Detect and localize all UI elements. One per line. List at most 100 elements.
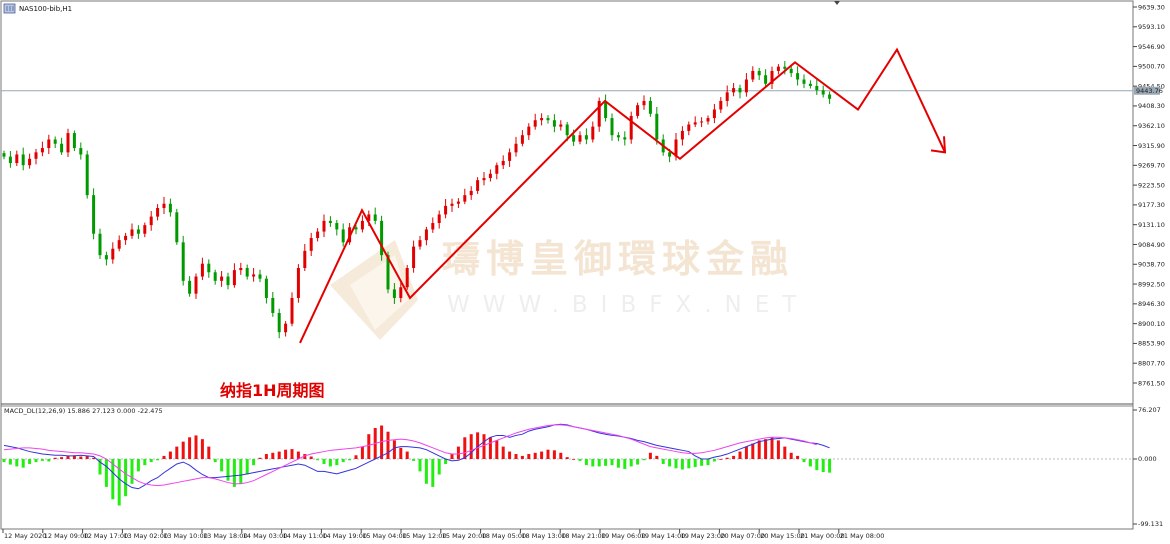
macd-bar (783, 446, 787, 459)
macd-bar (757, 440, 761, 459)
time-axis-label: 18 May 05:00 (482, 532, 527, 540)
bull-candle (751, 70, 755, 80)
price-axis-tick: 9639.30 (1138, 3, 1165, 11)
macd-bar (405, 451, 409, 459)
bull-candle (700, 121, 704, 123)
macd-bar (565, 457, 569, 459)
macd-bar (117, 459, 121, 506)
macd-histogram (2, 425, 832, 506)
macd-bar (450, 454, 454, 459)
macd-bar (642, 459, 646, 461)
macd-bar (136, 459, 140, 472)
macd-bar (252, 459, 256, 466)
bull-candle (456, 201, 460, 204)
macd-bar (668, 459, 672, 467)
window-menu-icon[interactable] (3, 3, 16, 14)
price-axis-tick: 9500.70 (1138, 63, 1165, 71)
macd-bar (546, 449, 550, 459)
macd-bar (392, 440, 396, 459)
macd-bar (636, 459, 640, 465)
time-axis-label: 14 May 11:00 (283, 532, 328, 540)
bull-candle (149, 216, 153, 226)
macd-bar (431, 459, 435, 487)
macd-bar (85, 455, 89, 459)
macd-bar (92, 457, 96, 459)
bull-candle (591, 126, 595, 140)
macd-bar (15, 459, 19, 467)
bull-candle (533, 120, 537, 127)
time-axis-label: 19 May 14:00 (641, 532, 686, 540)
macd-bar (181, 441, 185, 459)
bear-candle (815, 85, 819, 91)
price-axis: 9639.30 9593.10 9546.90 9500.70 9454.50 9408.… (1133, 3, 1165, 387)
bull-candle (597, 100, 601, 127)
bull-candle (725, 92, 729, 101)
bull-candle (367, 214, 371, 221)
macd-bar (540, 451, 544, 459)
macd-bar (597, 459, 601, 467)
macd-bar (258, 457, 262, 459)
bear-candle (655, 113, 659, 140)
macd-bar (322, 459, 326, 464)
macd-bar (591, 459, 595, 467)
bull-candle (719, 100, 723, 110)
macd-bar (456, 446, 460, 459)
bear-candle (623, 137, 627, 140)
bear-candle (789, 68, 793, 74)
macd-bar (680, 459, 684, 470)
bear-candle (828, 94, 832, 99)
macd-bar (156, 459, 160, 461)
bull-candle (488, 173, 492, 179)
bull-candle (143, 225, 147, 234)
bear-candle (552, 120, 556, 127)
macd-bar (220, 459, 224, 472)
bull-candle (284, 323, 288, 333)
bear-candle (757, 70, 761, 76)
bull-candle (476, 180, 480, 191)
macd-bar (751, 443, 755, 459)
price-axis-tick: 9454.50 (1138, 82, 1165, 90)
candlestick-series (2, 61, 832, 339)
bull-candle (712, 109, 716, 119)
bear-candle (213, 272, 217, 281)
bear-candle (104, 255, 108, 260)
price-axis-tick: 8992.50 (1138, 280, 1165, 288)
bull-candle (527, 126, 531, 136)
bear-candle (584, 135, 588, 140)
macd-bar (66, 455, 70, 459)
bull-candle (194, 276, 198, 294)
time-axis-label: 19 May 23:00 (681, 532, 726, 540)
bear-candle (604, 100, 608, 119)
macd-bar (130, 459, 134, 484)
time-axis-label: 13 May 18:00 (203, 532, 248, 540)
bear-candle (271, 297, 275, 313)
macd-bar (488, 437, 492, 459)
time-axis-label: 19 May 06:00 (601, 532, 646, 540)
macd-bar (706, 459, 710, 466)
bull-candle (130, 229, 134, 236)
macd-bar (661, 459, 665, 464)
macd-bar (719, 459, 723, 460)
macd-bar (309, 456, 313, 459)
macd-bar (424, 459, 428, 484)
macd-axis-tick: 0.000 (1138, 455, 1157, 463)
price-axis-tick: 9131.10 (1138, 221, 1165, 229)
macd-label: MACD_DL(12,26,9) 15.886 27.123 0.000 -22… (4, 407, 163, 415)
macd-bar (501, 446, 505, 459)
macd-bar (828, 459, 832, 473)
price-axis-tick: 9038.70 (1138, 261, 1165, 269)
macd-bar (290, 449, 294, 459)
bull-candle (40, 148, 44, 153)
bear-candle (802, 79, 806, 84)
time-axis-label: 15 May 12:00 (402, 532, 447, 540)
macd-bar (380, 425, 384, 459)
shift-marker-icon[interactable] (834, 1, 840, 5)
time-axis-label: 18 May 13:00 (521, 532, 566, 540)
macd-bar (469, 434, 473, 459)
macd-bar (712, 459, 716, 462)
bull-candle (309, 238, 313, 251)
price-axis-tick: 8761.50 (1138, 379, 1165, 387)
macd-bar (354, 455, 358, 459)
